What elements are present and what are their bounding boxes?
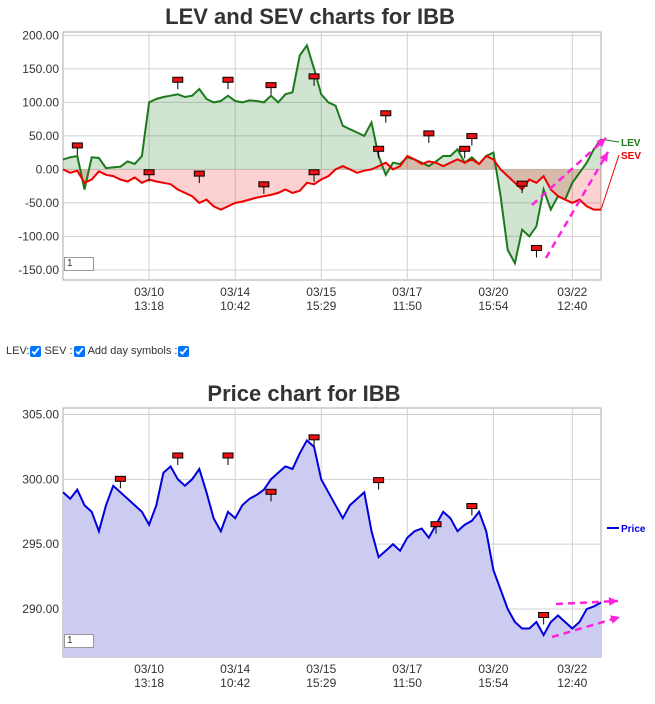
price-day-marker	[308, 434, 320, 441]
lev-day-marker	[466, 133, 478, 140]
price-zoom-input[interactable]: 1	[64, 634, 94, 648]
x-tick-date: 03/17	[392, 662, 422, 676]
lev-fill-area	[63, 45, 601, 264]
price-day-marker	[222, 452, 234, 459]
x-tick-time: 10:42	[220, 676, 250, 690]
trend-arrow-line	[544, 151, 610, 259]
trend-arrow-head	[610, 615, 620, 624]
trend-arrows	[531, 137, 610, 259]
x-tick-time: 10:42	[220, 299, 250, 313]
trend-arrow-head	[608, 597, 618, 606]
price-day-marker	[373, 477, 385, 484]
trend-arrow-line	[555, 599, 619, 606]
lev-day-marker	[222, 76, 234, 83]
price-chart: Price chart for IBB 305.00 300.00 295.00 29…	[22, 381, 646, 690]
sev-day-marker	[143, 169, 155, 176]
lev-day-marker	[71, 142, 83, 149]
sev-day-marker	[308, 169, 320, 176]
x-tick-time: 11:50	[393, 676, 422, 690]
x-tick-time: 11:50	[393, 299, 422, 313]
x-tick-time: 13:18	[134, 299, 164, 313]
price-day-marker	[265, 488, 277, 495]
x-tick-time: 15:54	[478, 676, 508, 690]
price-day-marker	[538, 612, 550, 618]
trend-arrow-line	[531, 137, 607, 206]
lev-day-marker	[265, 82, 277, 89]
price-day-marker	[172, 452, 184, 459]
lev-checkbox[interactable]	[30, 345, 42, 357]
y-tick-label: 150.00	[22, 62, 59, 76]
x-tick-date: 03/10	[134, 662, 164, 676]
y-tick-label: 295.00	[22, 537, 59, 551]
x-tick-time: 12:40	[557, 676, 587, 690]
sev-toggle-label: SEV :	[44, 345, 73, 357]
day-symbols-label: Add day symbols :	[87, 345, 178, 357]
y-tick-label: -50.00	[25, 196, 59, 210]
x-tick-date: 03/22	[557, 285, 587, 299]
y-tick-label: -100.00	[18, 229, 59, 243]
sev-fill-area	[63, 156, 601, 210]
lev-day-marker	[423, 130, 435, 137]
lev-series-line	[62, 43, 602, 267]
lev-plot-area	[62, 31, 602, 281]
price-day-marker	[114, 475, 126, 482]
sev-day-marker	[258, 181, 270, 188]
sev-checkbox[interactable]	[73, 345, 85, 357]
legend-lev: LEV	[621, 138, 641, 149]
price-fill-area	[63, 440, 601, 657]
lev-sev-chart: LEV and SEV charts for IBB 200.00150.001…	[18, 4, 641, 313]
legend-price: Price	[621, 524, 646, 535]
y-tick-label: 305.00	[22, 407, 59, 421]
x-tick-time: 12:40	[557, 299, 587, 313]
day-symbols-checkbox[interactable]	[178, 345, 190, 357]
lev-toggle-label: LEV:	[6, 345, 30, 357]
y-tick-label: 50.00	[29, 129, 59, 143]
price-chart-title: Price chart for IBB	[207, 381, 400, 406]
x-tick-date: 03/20	[478, 662, 508, 676]
y-tick-label: 0.00	[36, 162, 60, 176]
lev-sev-chart-title: LEV and SEV charts for IBB	[165, 4, 455, 29]
y-tick-label: 300.00	[22, 472, 59, 486]
y-tick-label: 100.00	[22, 95, 59, 109]
sev-day-marker	[373, 145, 385, 152]
legend-sev-connector	[600, 154, 620, 210]
price-day-marker	[466, 503, 478, 510]
x-tick-date: 03/15	[306, 285, 336, 299]
x-tick-date: 03/14	[220, 662, 250, 676]
x-tick-date: 03/14	[220, 285, 250, 299]
lev-day-marker	[380, 110, 392, 117]
x-tick-date: 03/17	[392, 285, 422, 299]
trend-arrow-head	[599, 152, 608, 162]
sev-day-marker	[459, 145, 471, 152]
lev-day-marker	[308, 73, 320, 80]
lev-zoom-input[interactable]: 1	[64, 257, 94, 271]
y-tick-label: 200.00	[22, 28, 59, 42]
x-tick-date: 03/22	[557, 662, 587, 676]
price-series-line	[62, 438, 602, 638]
x-tick-date: 03/10	[134, 285, 164, 299]
chart-options: LEV: SEV : Add day symbols :	[6, 345, 192, 357]
sev-series-line	[62, 154, 601, 211]
y-tick-label: -150.00	[18, 263, 59, 277]
lev-day-marker	[530, 244, 542, 251]
legend-sev: SEV	[621, 151, 641, 162]
x-tick-date: 03/15	[306, 662, 336, 676]
y-tick-label: 290.00	[22, 602, 59, 616]
x-tick-time: 15:29	[306, 299, 336, 313]
x-tick-time: 15:54	[478, 299, 508, 313]
trend-arrows	[551, 597, 621, 639]
price-day-marker	[430, 521, 442, 528]
x-tick-time: 13:18	[134, 676, 164, 690]
x-tick-time: 15:29	[306, 676, 336, 690]
lev-day-marker	[172, 76, 184, 83]
x-tick-date: 03/20	[478, 285, 508, 299]
sev-day-marker	[193, 170, 205, 177]
trend-arrow-head	[596, 138, 606, 148]
sev-day-marker	[516, 180, 528, 187]
